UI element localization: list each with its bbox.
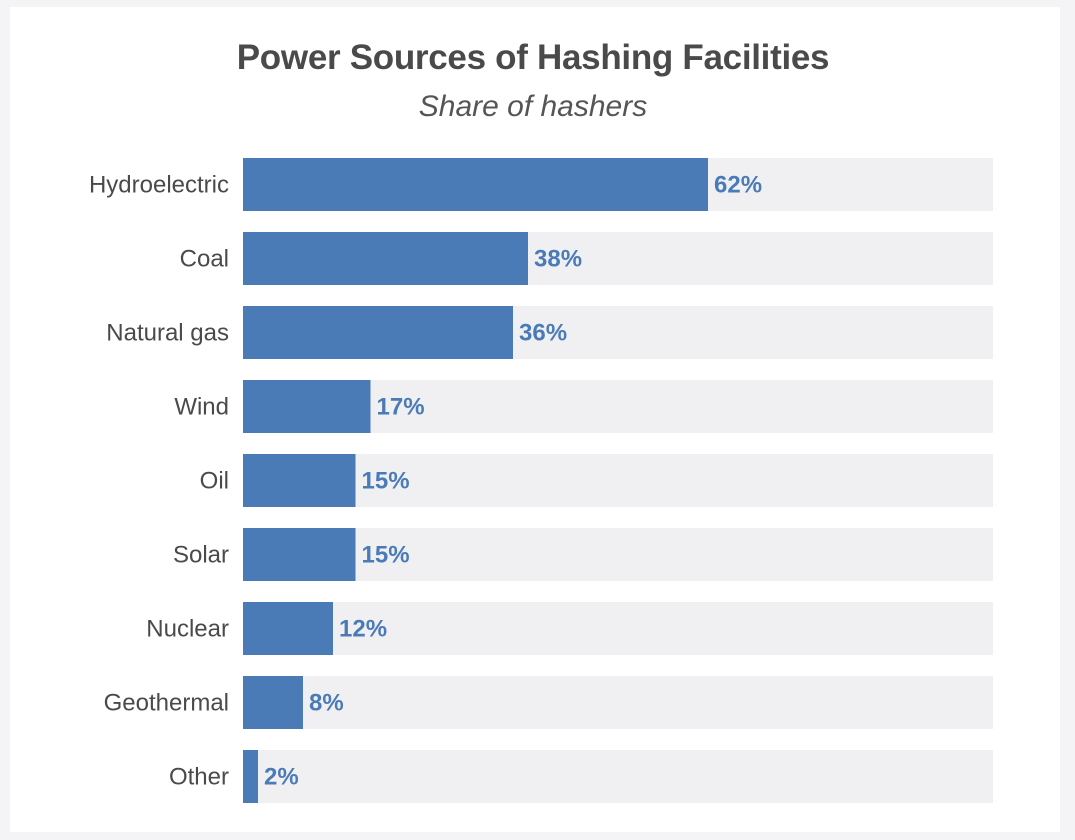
chart-title: Power Sources of Hashing Facilities [236,38,830,77]
bar-oil [243,454,356,507]
value-label: 15% [362,468,410,495]
bar-solar [243,528,356,581]
chart-subtitle: Share of hashers [418,90,648,123]
bar-coal [243,232,528,285]
category-label: Wind [174,394,229,421]
value-label: 12% [339,616,387,643]
bar-track [243,528,993,581]
category-label: Solar [173,542,229,569]
bar-track [243,602,993,655]
category-label: Natural gas [106,320,229,347]
bar-track [243,454,993,507]
value-label: 8% [309,690,344,717]
bar-geothermal [243,676,303,729]
bar-track [243,676,993,729]
bar-nuclear [243,602,333,655]
bar-natural-gas [243,306,513,359]
value-label: 15% [362,542,410,569]
value-label: 38% [534,246,582,273]
category-label: Hydroelectric [89,172,229,199]
value-label: 2% [264,764,299,791]
value-label: 62% [714,172,762,199]
category-label: Nuclear [146,616,229,643]
value-label: 17% [377,394,425,421]
bar-track [243,750,993,803]
value-label: 36% [519,320,567,347]
category-label: Oil [200,468,229,495]
bar-other [243,750,258,803]
category-label: Other [169,764,229,791]
category-label: Geothermal [104,690,229,717]
category-label: Coal [180,246,229,273]
bar-wind [243,380,371,433]
bar-hydroelectric [243,158,708,211]
